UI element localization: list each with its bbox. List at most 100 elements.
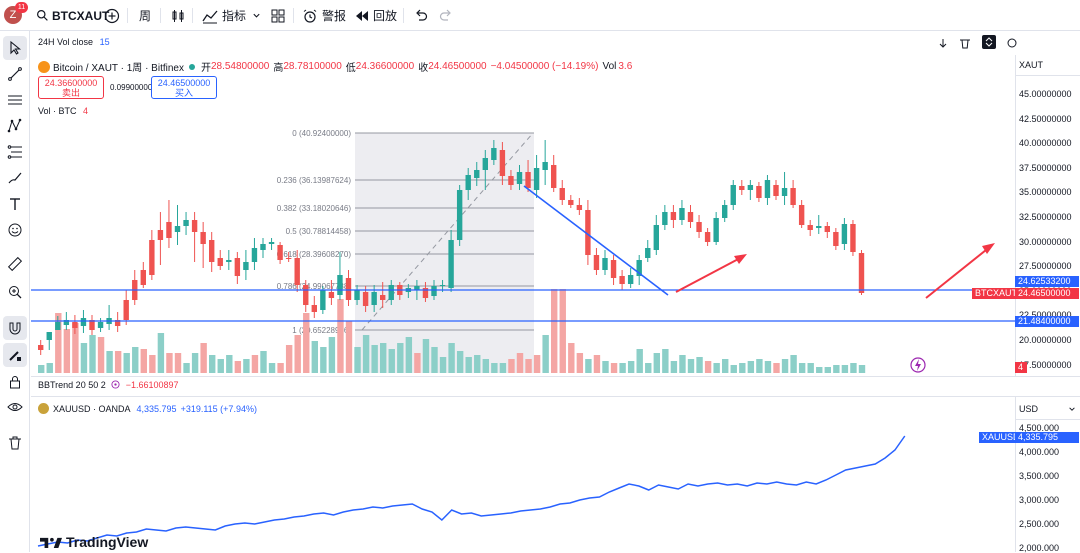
- indicators-dropdown[interactable]: [252, 0, 261, 31]
- xauusd-legend[interactable]: XAUUSD · OANDA 4,335.795 +319.115 (+7.94…: [38, 403, 257, 414]
- trend-line-icon: [8, 67, 22, 81]
- volume-bar: [140, 349, 147, 373]
- arrow-annotation-2[interactable]: [925, 243, 995, 299]
- lower-axis-currency[interactable]: USD: [1019, 404, 1039, 414]
- volume-bar: [97, 337, 105, 373]
- price-tag-lower-line: 21.48400000: [1015, 316, 1079, 327]
- volume-bar: [362, 335, 370, 373]
- interval-button[interactable]: 周: [139, 0, 151, 31]
- trend-line-tool[interactable]: [3, 62, 27, 86]
- ruler-icon: [7, 256, 23, 272]
- price-axis[interactable]: XAUT: [1015, 55, 1080, 376]
- fib-level-label: 0.618 (28.39608270): [277, 250, 352, 259]
- magnet-tool[interactable]: [3, 316, 27, 340]
- candle-body: [722, 205, 728, 218]
- volume-bar: [465, 357, 472, 373]
- notification-count: 11: [17, 4, 26, 11]
- collapse-pane-icon[interactable]: [981, 35, 996, 49]
- candle-body: [72, 322, 78, 328]
- volume-bar: [260, 351, 267, 373]
- price-tick-label: 37.50000000: [1019, 162, 1072, 173]
- volume-bar: [679, 355, 686, 373]
- volume-legend[interactable]: Vol · BTC 4: [38, 106, 88, 116]
- volume-bar: [234, 361, 242, 373]
- price-chart[interactable]: 0 (40.92400000) 0.236 (36.13987624) 0.382 …: [31, 31, 1015, 376]
- redo-button[interactable]: [438, 0, 454, 31]
- fullscreen-icon[interactable]: [1006, 37, 1018, 49]
- volume-bar: [516, 353, 524, 373]
- indicators-button[interactable]: 指标: [202, 0, 246, 31]
- trend-line-down[interactable]: [523, 185, 669, 296]
- text-tool[interactable]: [3, 192, 27, 216]
- price-axis-currency[interactable]: XAUT: [1019, 60, 1044, 70]
- bbtrend-legend[interactable]: BBTrend 20 50 2 −1.66100897: [38, 380, 179, 390]
- volume-bar: [704, 361, 712, 373]
- sell-button[interactable]: 24.36600000 卖出: [38, 76, 104, 99]
- delete-tool[interactable]: [3, 431, 27, 455]
- fib-tool[interactable]: [3, 140, 27, 164]
- lower-tick-label: 4,000.000: [1019, 447, 1060, 457]
- arrow-down-icon[interactable]: [937, 37, 949, 49]
- pair-title[interactable]: Bitcoin / XAUT · 1周 · Bitfinex: [53, 63, 184, 74]
- replay-button[interactable]: 回放: [353, 0, 397, 31]
- volume-bar: [713, 363, 720, 373]
- arrow-annotation-1[interactable]: [675, 254, 747, 293]
- bbtrend-value: −1.66100897: [125, 380, 179, 390]
- candle-body: [166, 222, 172, 238]
- ruler-tool[interactable]: [3, 252, 27, 276]
- visibility-tool[interactable]: [3, 395, 27, 419]
- compare-symbol-button[interactable]: [104, 0, 120, 31]
- pane-divider[interactable]: [31, 376, 1080, 377]
- emoji-tool[interactable]: [3, 218, 27, 242]
- volume-bar: [439, 357, 447, 373]
- candle-body: [653, 225, 659, 250]
- candle-body: [294, 258, 300, 285]
- toolbar-divider: [160, 8, 161, 23]
- candle-body: [55, 322, 61, 330]
- fib-level-label: 0.382 (33.18020646): [277, 204, 352, 213]
- candle-body: [841, 224, 848, 244]
- stay-drawing-tool[interactable]: [3, 343, 27, 367]
- lock-tool[interactable]: [3, 370, 27, 394]
- tradingview-logo[interactable]: TradingView: [40, 534, 148, 550]
- alert-button[interactable]: 警报: [302, 0, 346, 31]
- volume-bar: [226, 355, 233, 373]
- event-lightning-icon[interactable]: [910, 357, 926, 373]
- candle-body: [482, 158, 488, 170]
- layout-button[interactable]: [270, 0, 286, 31]
- symbol-search[interactable]: BTCXAUT: [36, 0, 109, 31]
- lower-price-axis[interactable]: USD: [1015, 397, 1080, 552]
- chevron-down-icon[interactable]: [1068, 405, 1076, 413]
- volume-bar: [174, 353, 182, 373]
- undo-button[interactable]: [413, 0, 429, 31]
- candle-body: [824, 226, 830, 232]
- indicator-settings-icon[interactable]: [111, 380, 120, 389]
- cursor-tool[interactable]: [3, 36, 27, 60]
- volume-bar: [422, 339, 430, 373]
- volume-bar: [191, 353, 199, 373]
- volume-bar: [798, 363, 806, 373]
- vol-close-indicator[interactable]: 24H Vol close 15: [38, 37, 110, 47]
- fib-retracement[interactable]: 0 (40.92400000) 0.236 (36.13987624) 0.382 …: [277, 129, 534, 335]
- buy-button[interactable]: 24.46500000 买入: [151, 76, 217, 99]
- volume-bar: [209, 355, 216, 373]
- horizontal-lines-tool[interactable]: [3, 88, 27, 112]
- candle-body: [439, 285, 446, 286]
- candle-body: [422, 288, 429, 298]
- chart-type-button[interactable]: [170, 0, 186, 31]
- volume-bar: [183, 363, 190, 373]
- xauusd-chart[interactable]: [31, 397, 1015, 552]
- candle-body: [551, 165, 557, 188]
- volume-bar: [636, 349, 643, 373]
- pattern-tool[interactable]: [3, 114, 27, 138]
- indicators-icon: [202, 10, 218, 23]
- volume-bar: [268, 363, 276, 373]
- trash-icon[interactable]: [959, 37, 971, 49]
- price-tick-label: 45.00000000: [1019, 89, 1072, 99]
- lower-axis-divider: [1016, 419, 1080, 420]
- candle-body: [285, 258, 292, 259]
- brush-tool[interactable]: [3, 166, 27, 190]
- zoom-tool[interactable]: [3, 280, 27, 304]
- pane-divider[interactable]: [31, 396, 1080, 397]
- volume-bar: [89, 335, 96, 373]
